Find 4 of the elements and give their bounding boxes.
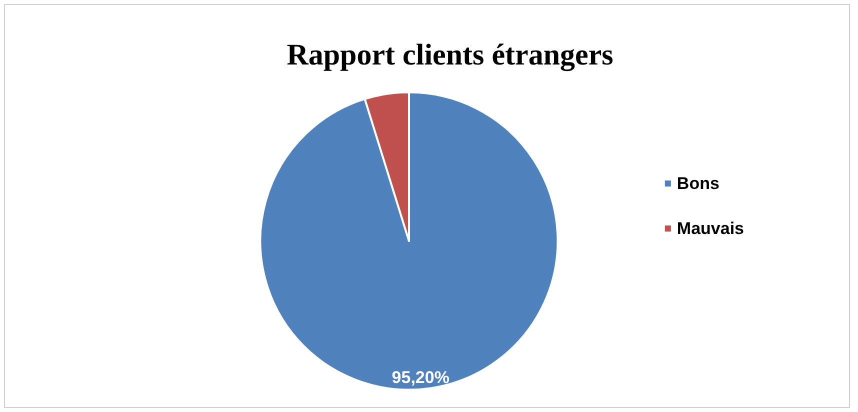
data-label: 95,20% (392, 368, 450, 387)
legend-label: Bons (676, 174, 720, 193)
chart-title: Rapport clients étrangers (286, 38, 614, 72)
legend-label: Mauvais (676, 219, 744, 238)
